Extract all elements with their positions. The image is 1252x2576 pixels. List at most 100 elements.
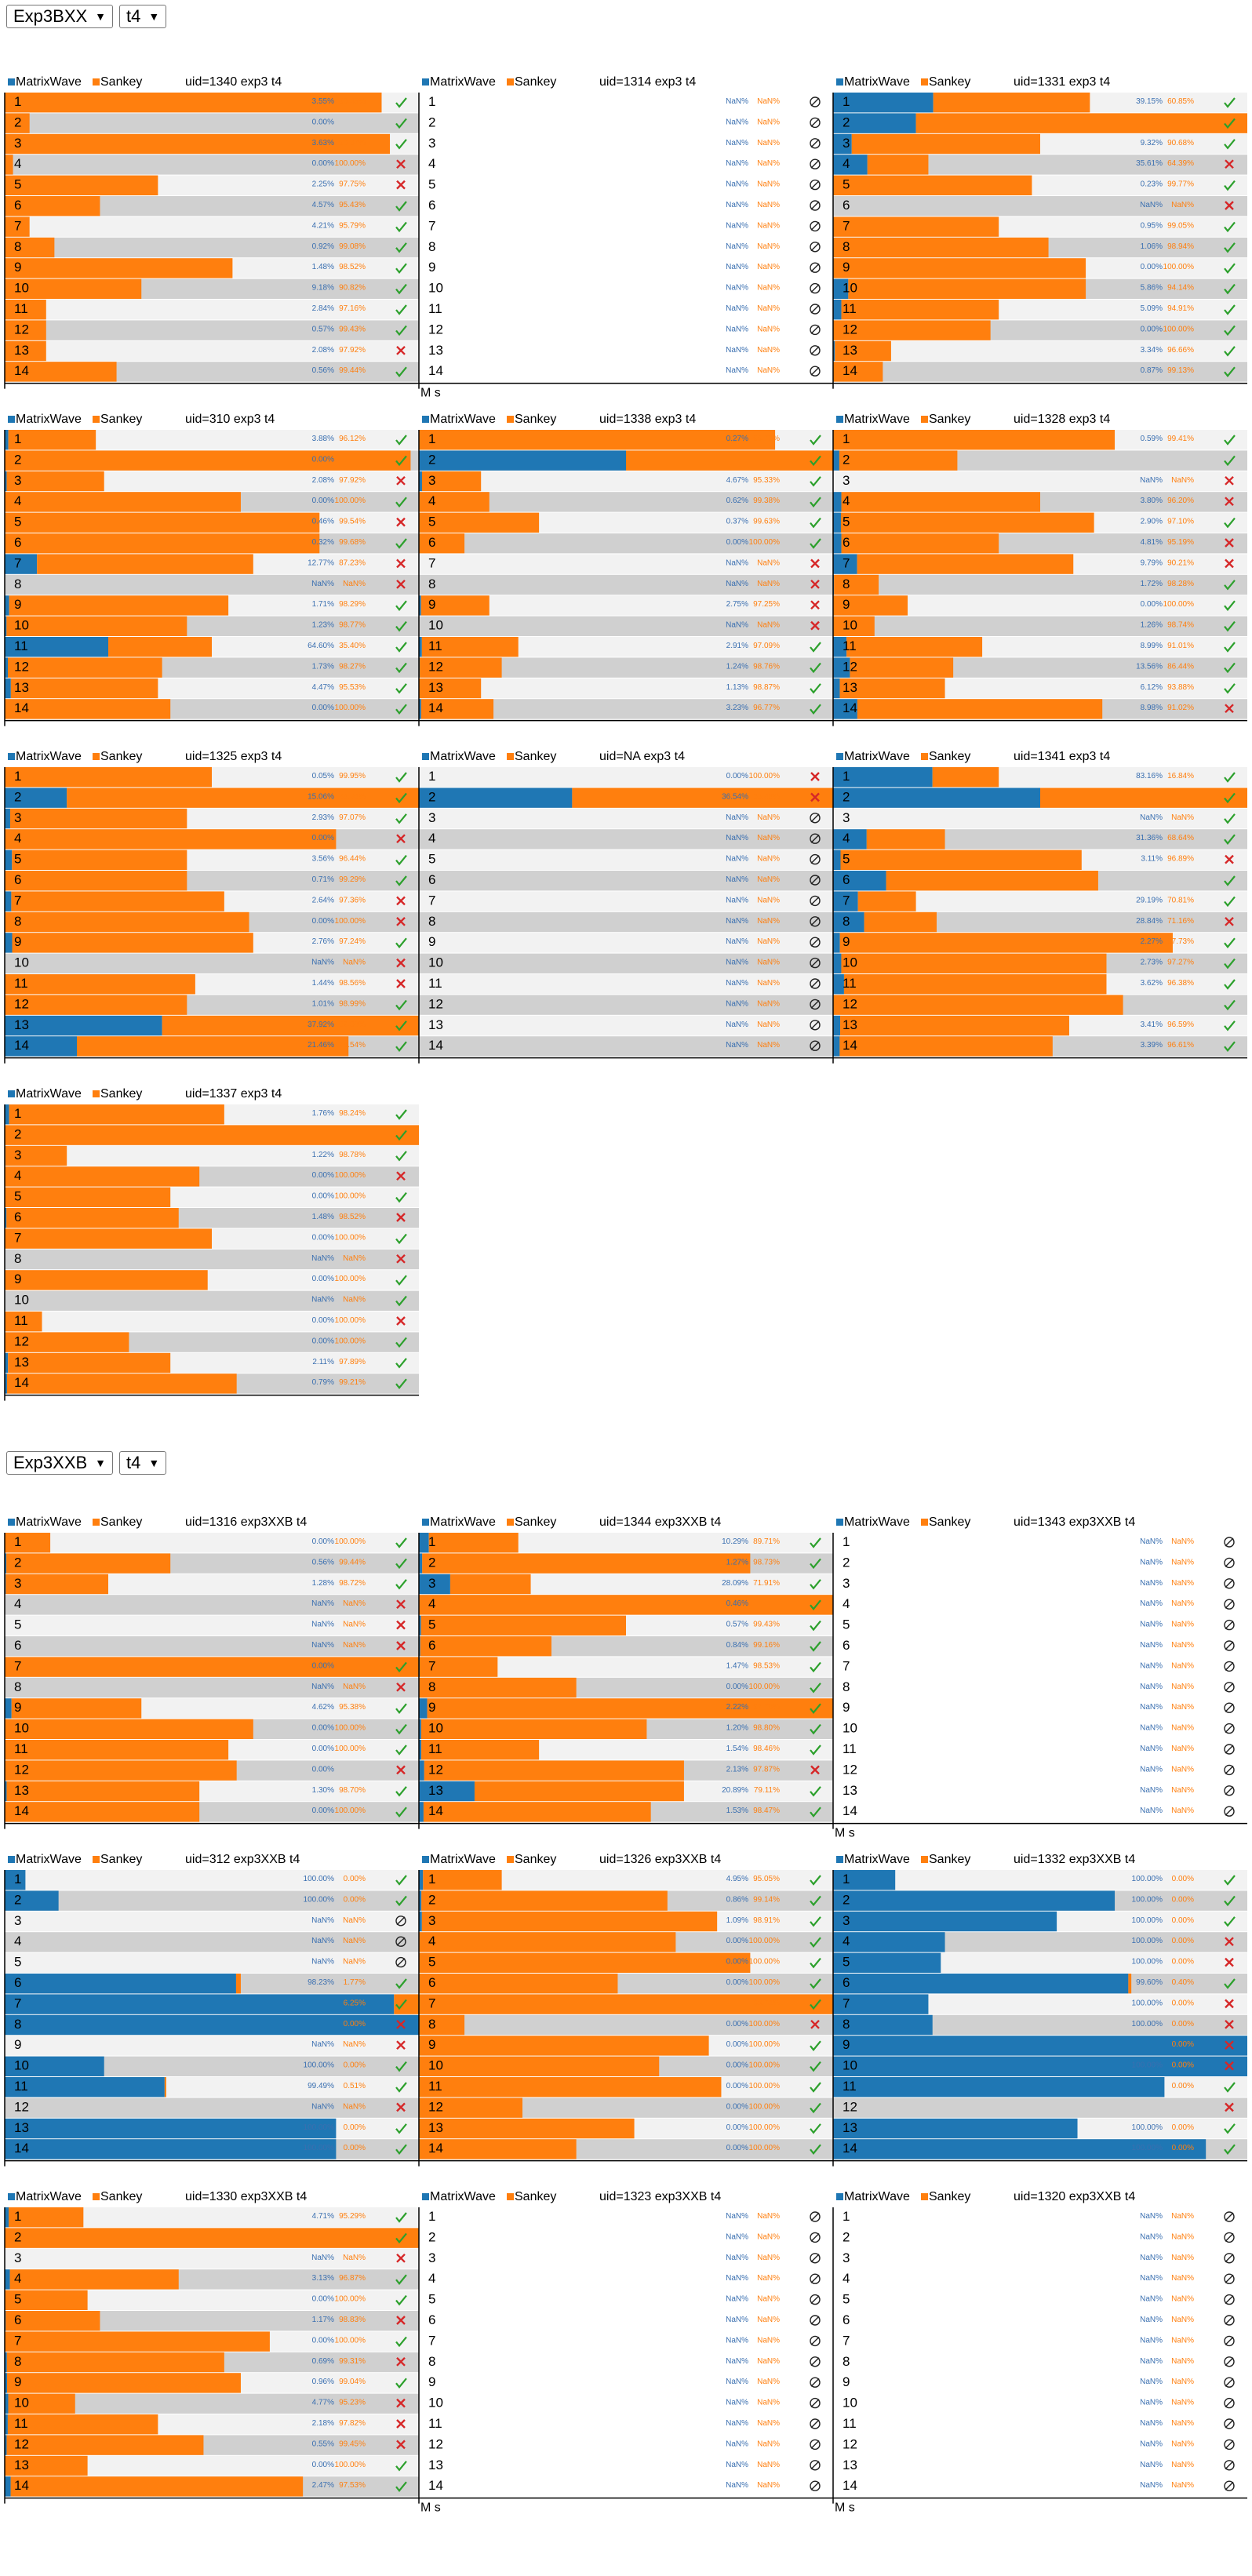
row-label: 12 xyxy=(843,322,857,337)
pct-matrixwave: 1.27% xyxy=(726,1558,748,1566)
pct-matrixwave: 0.00% xyxy=(312,917,334,926)
pct-matrixwave: 3.41% xyxy=(1141,1021,1163,1029)
check-icon xyxy=(1224,346,1236,357)
bar-matrixwave xyxy=(833,554,857,574)
row-label: 9 xyxy=(428,2037,435,2052)
pct-matrixwave: NaN% xyxy=(1140,1724,1163,1733)
check-icon xyxy=(395,1130,407,1141)
pct-matrixwave: NaN% xyxy=(726,2461,748,2469)
check-icon xyxy=(810,2061,821,2072)
pct-sankey: NaN% xyxy=(757,97,780,106)
pct-matrixwave: 3.34% xyxy=(1141,346,1163,355)
pct-sankey: 98.91% xyxy=(753,1916,780,1925)
time-select[interactable]: t4 ▼ xyxy=(119,1451,167,1475)
pct-matrixwave: 2.90% xyxy=(1141,518,1163,526)
chart-panel: MatrixWave Sankey uid=NA exp3 t41 0.00% 100.… xyxy=(418,750,833,1064)
bar-sankey xyxy=(419,1677,577,1698)
row-label: 4 xyxy=(14,493,21,508)
section1-controls: Exp3BXX ▼ t4 ▼ xyxy=(6,5,167,28)
row-label: 9 xyxy=(14,2037,21,2052)
row-label: 5 xyxy=(428,852,435,867)
na-slash xyxy=(810,937,820,947)
pct-sankey: 100.00% xyxy=(749,2144,781,2152)
pct-sankey: 96.66% xyxy=(1167,346,1194,355)
na-icon xyxy=(810,366,821,377)
check-icon xyxy=(395,1579,407,1590)
bar-sankey xyxy=(9,1104,224,1125)
row-label: 4 xyxy=(428,2271,435,2286)
na-slash xyxy=(1225,2357,1234,2367)
bar-matrixwave xyxy=(5,788,67,808)
row-band xyxy=(833,471,1247,492)
pct-sankey: 95.43% xyxy=(339,201,366,209)
pct-matrixwave: 0.00% xyxy=(726,1978,748,1987)
check-icon xyxy=(395,1192,407,1203)
pct-matrixwave: 2.93% xyxy=(312,813,334,822)
bar-sankey xyxy=(841,953,1107,973)
na-slash xyxy=(810,2212,820,2221)
pct-matrixwave: 28.09% xyxy=(722,1579,748,1588)
row-label: 11 xyxy=(843,2079,857,2094)
dataset-select[interactable]: Exp3XXB ▼ xyxy=(6,1451,114,1475)
bar-sankey xyxy=(5,1802,200,1822)
pct-matrixwave: NaN% xyxy=(1140,1621,1163,1629)
pct-matrixwave: NaN% xyxy=(311,1937,334,1945)
na-icon xyxy=(1224,2397,1235,2409)
pct-sankey: NaN% xyxy=(1171,1745,1194,1753)
pct-matrixwave: 4.57% xyxy=(312,201,334,209)
check-icon xyxy=(810,704,821,715)
na-slash xyxy=(1225,2399,1234,2408)
pct-sankey: NaN% xyxy=(757,2316,780,2324)
bar-sankey xyxy=(8,1352,171,1374)
bar-matrixwave xyxy=(5,1036,78,1057)
pct-matrixwave: NaN% xyxy=(1140,2254,1163,2262)
bar-sankey xyxy=(5,871,187,891)
pct-sankey: 94.14% xyxy=(1167,284,1194,293)
check-icon xyxy=(1224,1041,1236,1052)
pct-sankey: 96.38% xyxy=(1167,979,1194,988)
pct-matrixwave: 0.87% xyxy=(1141,366,1163,375)
bar-sankey xyxy=(5,2331,270,2352)
pct-matrixwave: NaN% xyxy=(1140,2274,1163,2283)
check-icon xyxy=(1224,283,1236,295)
na-slash xyxy=(810,1041,820,1050)
row-label: 7 xyxy=(14,555,21,570)
time-select[interactable]: t4 ▼ xyxy=(119,5,167,28)
row-band xyxy=(5,1290,419,1311)
row-band xyxy=(5,216,419,237)
row-label: 1 xyxy=(428,431,435,446)
pct-sankey: 99.45% xyxy=(339,2440,366,2448)
pct-sankey: 6.25% xyxy=(344,1999,366,2007)
row-band xyxy=(419,2014,833,2036)
row-label: 2 xyxy=(843,1892,850,1907)
bar-matrixwave xyxy=(5,2207,9,2228)
na-slash xyxy=(810,2316,820,2325)
pct-sankey: 0.00% xyxy=(344,1875,366,1883)
bar-matrixwave xyxy=(419,595,421,616)
row-label: 1 xyxy=(14,431,21,446)
pct-matrixwave: NaN% xyxy=(726,180,748,189)
pct-sankey: NaN% xyxy=(757,621,780,630)
pct-sankey: 100.00% xyxy=(335,1275,366,1283)
legend-swatch-matrixwave xyxy=(422,753,429,760)
pct-matrixwave: 100.00% xyxy=(1132,1958,1163,1967)
row-label: 4 xyxy=(428,156,435,171)
bar-sankey xyxy=(419,2139,577,2159)
pct-matrixwave: 1.53% xyxy=(726,1806,748,1815)
row-band xyxy=(5,1312,419,1332)
na-icon xyxy=(1224,2335,1235,2347)
dataset-select[interactable]: Exp3BXX ▼ xyxy=(6,5,114,28)
row-label: 2 xyxy=(843,2229,850,2244)
na-icon xyxy=(810,937,821,948)
row-label: 4 xyxy=(843,1934,850,1948)
row-label: 5 xyxy=(428,2292,435,2307)
row-label: 4 xyxy=(843,156,850,171)
bar-sankey xyxy=(857,554,1074,574)
row-label: 10 xyxy=(14,281,29,296)
pct-matrixwave: 0.00% xyxy=(726,2020,748,2028)
pct-sankey: NaN% xyxy=(757,2378,780,2386)
panel-title: uid=1330 exp3XXB t4 xyxy=(185,2190,307,2203)
na-slash xyxy=(810,2440,820,2449)
na-icon xyxy=(810,2273,821,2284)
bar-sankey xyxy=(5,1270,208,1290)
